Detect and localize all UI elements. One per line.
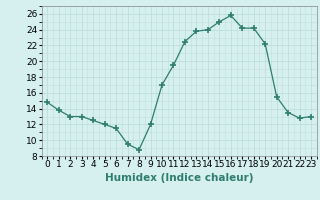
X-axis label: Humidex (Indice chaleur): Humidex (Indice chaleur) [105,173,253,183]
